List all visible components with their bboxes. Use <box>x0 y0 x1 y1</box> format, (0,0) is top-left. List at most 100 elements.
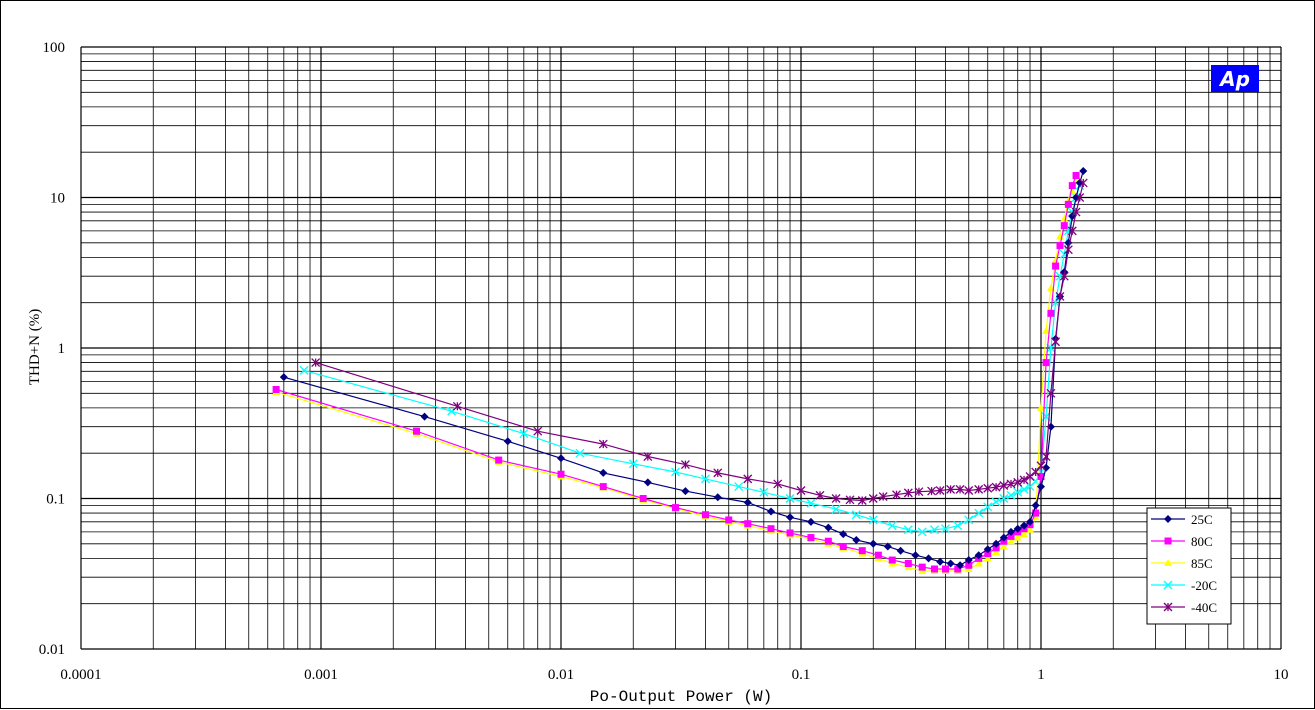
data-point-25c <box>557 454 565 463</box>
data-point-20c-stroke <box>941 524 950 534</box>
data-point-80c <box>1037 473 1045 481</box>
data-point-80c <box>1032 509 1040 517</box>
data-point-20c <box>903 525 913 535</box>
data-point-20c-stroke <box>759 487 769 497</box>
data-point-20c <box>1013 487 1023 497</box>
data-point-25c <box>956 561 965 570</box>
data-point-20c-stroke <box>299 365 309 375</box>
data-point-80c <box>1042 359 1050 367</box>
series-25c <box>279 166 1088 570</box>
ap-logo-text: Ap <box>1218 67 1250 91</box>
data-point-20c-stroke <box>671 467 680 477</box>
series-line-20c <box>303 185 1081 533</box>
data-point-25c <box>992 539 1001 548</box>
data-point-25c <box>1037 482 1045 491</box>
data-point-20c <box>983 502 993 512</box>
data-point-40c <box>1071 207 1081 217</box>
y-axis-label: THD+N (%) <box>27 309 43 385</box>
data-point-20c <box>1006 490 1016 500</box>
data-point-40c <box>1006 479 1016 489</box>
data-point-20c <box>887 521 897 531</box>
data-point-40c <box>868 494 878 503</box>
data-point-20c <box>701 474 710 484</box>
data-point-20c-stroke <box>628 459 638 469</box>
x-axis-label: Po-Output Power (W) <box>590 688 772 706</box>
data-point-25c <box>279 373 288 382</box>
data-point-25c <box>503 437 512 446</box>
y-tick-label: 1 <box>58 341 66 357</box>
data-point-80c <box>888 556 896 564</box>
legend-item-80c: 80C <box>1151 534 1213 549</box>
data-point-20c <box>1067 207 1077 217</box>
data-point-85c <box>1037 403 1045 411</box>
data-point-40c <box>935 486 945 495</box>
data-point-20c-stroke <box>930 525 939 535</box>
data-point-40c <box>1063 245 1073 255</box>
data-point-25c <box>767 507 776 516</box>
legend-marker-40c <box>1163 602 1173 612</box>
data-point-80c <box>786 529 794 537</box>
data-point-80c <box>965 561 973 569</box>
data-point-25c <box>896 546 905 555</box>
data-point-20c <box>759 487 769 497</box>
data-point-20c <box>785 494 795 503</box>
data-point-40c <box>983 483 993 493</box>
legend-item-25c: 25C <box>1151 512 1213 527</box>
data-point-25c <box>869 539 878 548</box>
data-point-20c <box>671 467 680 477</box>
data-point-40c <box>815 490 825 500</box>
data-point-40c <box>999 481 1009 490</box>
data-point-20c <box>930 525 939 535</box>
data-point-20c <box>575 448 585 458</box>
data-point-20c <box>974 508 984 518</box>
data-point-20c <box>868 515 878 525</box>
data-point-40c <box>892 490 901 500</box>
series-layer <box>272 166 1088 574</box>
data-point-20c <box>917 527 927 537</box>
y-tick-label: 0.1 <box>46 492 65 508</box>
x-tick-label: 0.001 <box>304 667 338 683</box>
data-point-20c <box>851 510 861 520</box>
data-point-85c <box>1007 537 1016 545</box>
data-point-20c-stroke <box>701 474 710 484</box>
data-point-80c <box>672 504 680 512</box>
data-point-20c-stroke <box>974 508 984 518</box>
grid-lines <box>80 46 1282 650</box>
data-point-40c <box>1051 337 1061 347</box>
legend-marker-20c-stroke <box>1163 580 1173 590</box>
data-point-20c <box>953 521 963 531</box>
data-point-80c <box>954 565 962 573</box>
data-point-25c <box>999 533 1008 542</box>
legend-label-25c: 25C <box>1191 512 1213 527</box>
legend-label-40c: -40C <box>1191 600 1217 615</box>
data-point-25c <box>924 554 933 563</box>
legend-marker-25c <box>1164 515 1172 523</box>
data-point-80c <box>918 563 926 571</box>
data-point-80c <box>1064 200 1072 208</box>
data-point-80c <box>744 520 752 528</box>
data-point-40c <box>598 439 608 449</box>
data-point-80c <box>599 483 607 491</box>
data-point-80c <box>1068 182 1076 190</box>
data-point-80c <box>941 565 949 573</box>
data-point-40c <box>831 494 841 503</box>
data-point-25c <box>946 559 955 568</box>
data-point-20c-stroke <box>519 429 529 439</box>
data-point-20c-stroke <box>851 510 861 520</box>
data-point-80c <box>1047 309 1055 317</box>
data-point-20c-stroke <box>991 497 1001 507</box>
data-point-40c <box>1025 472 1035 481</box>
data-point-40c <box>974 484 984 494</box>
data-point-85c <box>1042 326 1051 334</box>
data-point-40c <box>1078 178 1088 188</box>
data-point-80c <box>858 547 866 555</box>
data-point-25c <box>883 542 892 551</box>
data-point-80c <box>272 385 280 393</box>
data-point-20c <box>991 497 1001 507</box>
legend-label-85c: 85C <box>1191 556 1213 571</box>
data-point-20c-stroke <box>1067 207 1077 217</box>
series-80c <box>272 172 1080 573</box>
data-point-20c <box>519 429 529 439</box>
y-tick-label: 0.01 <box>39 642 65 658</box>
